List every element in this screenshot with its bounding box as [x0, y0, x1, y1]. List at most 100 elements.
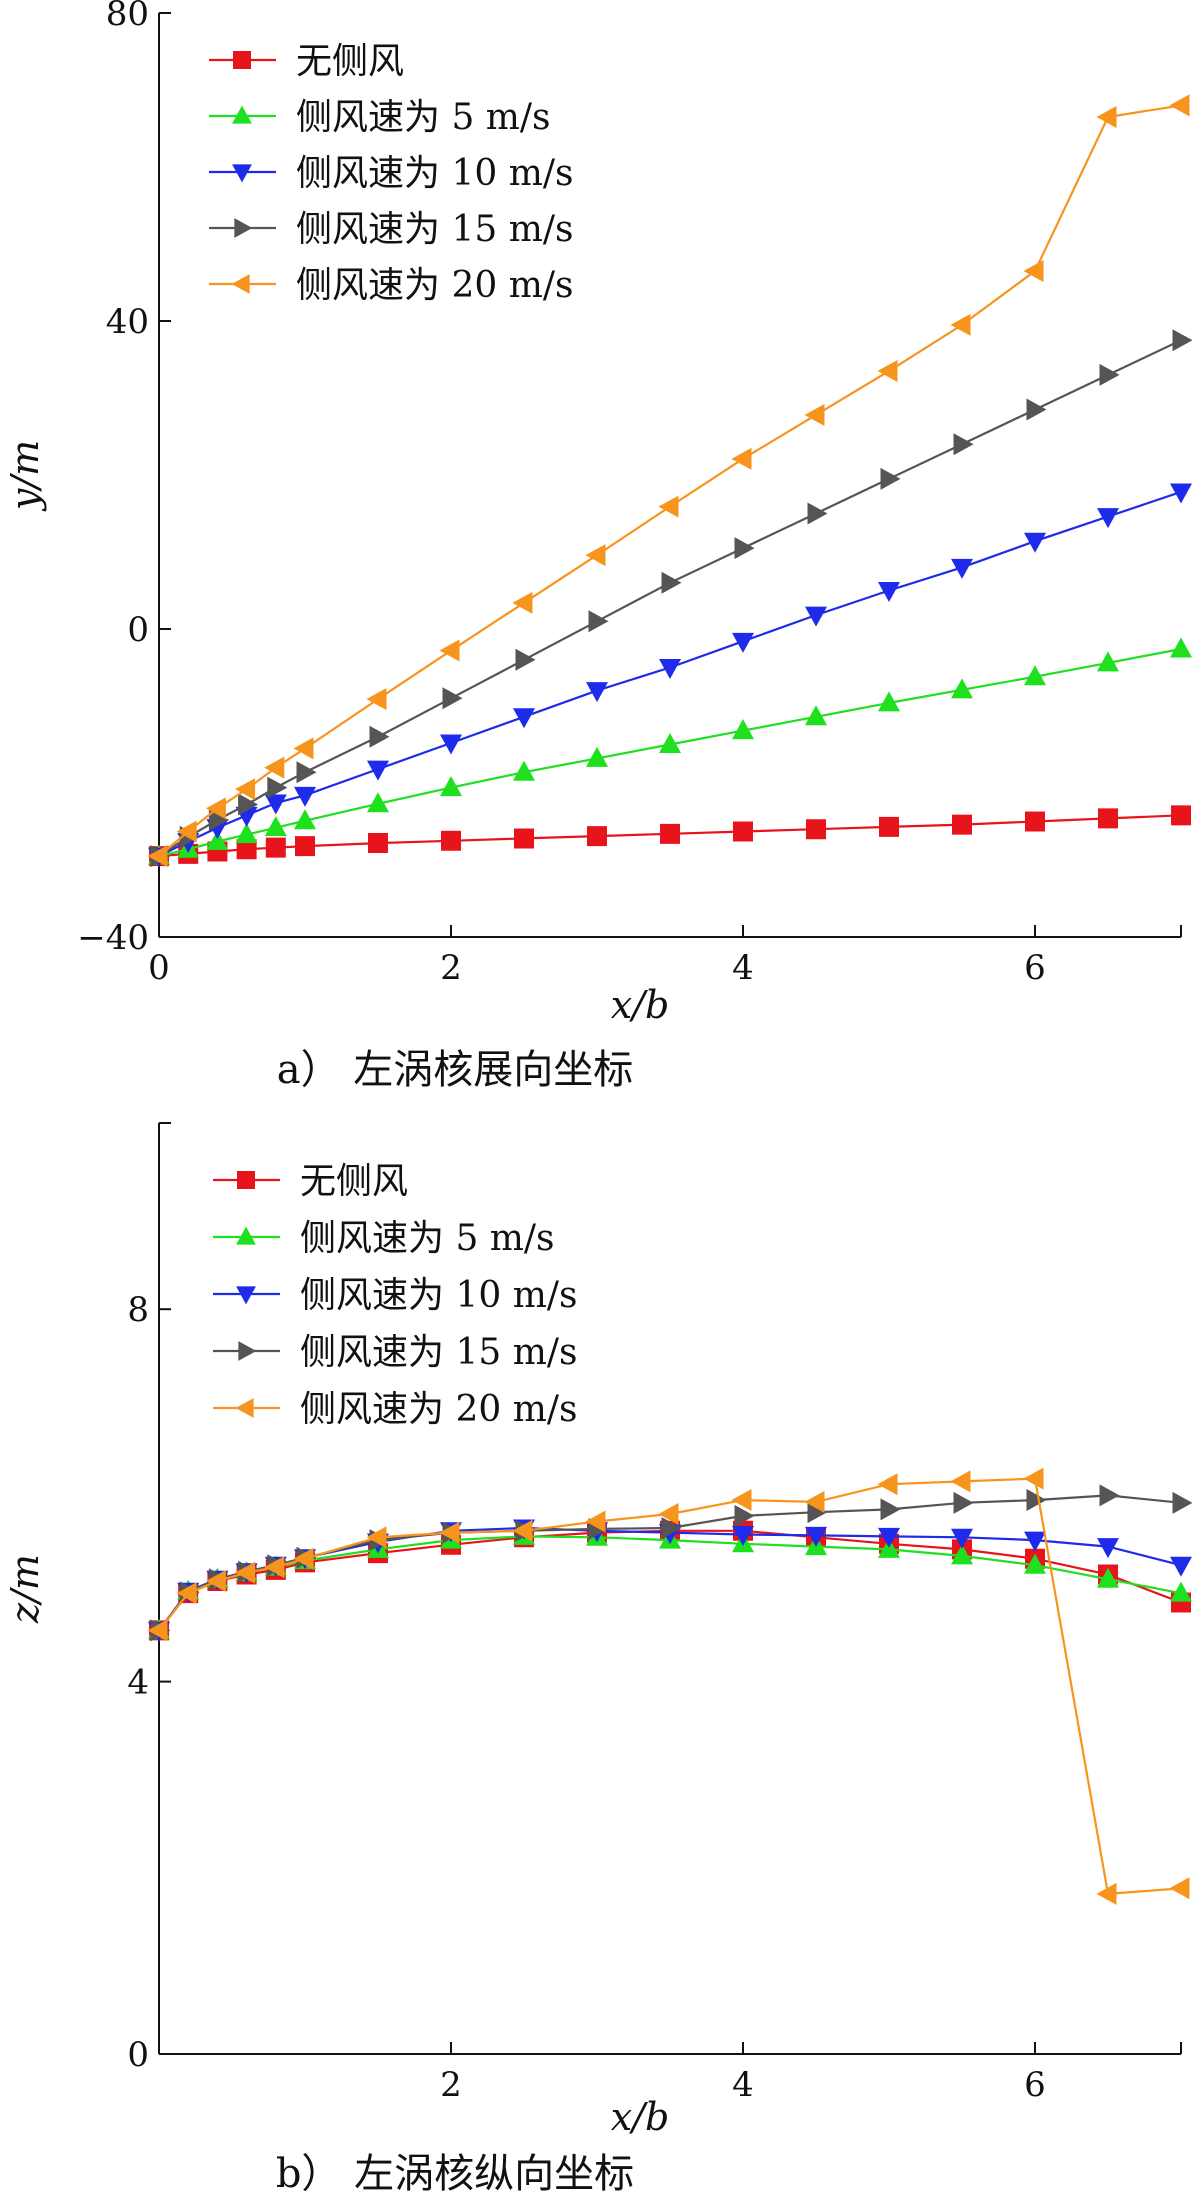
data-point: [369, 725, 390, 748]
y-tick-label: 4: [127, 1663, 149, 1703]
data-point: [733, 821, 753, 842]
data-point: [732, 1526, 754, 1547]
data-point: [513, 708, 535, 729]
data-point: [951, 678, 973, 699]
data-point: [587, 826, 607, 847]
legend-label: 侧风速为 20 m/s: [300, 1389, 577, 1430]
data-point: [805, 1526, 827, 1547]
x-axis-label: x/b: [611, 2095, 670, 2139]
data-point: [805, 705, 827, 726]
data-point: [951, 558, 973, 579]
data-point: [1097, 1567, 1119, 1588]
data-point: [658, 1503, 679, 1526]
data-point: [806, 819, 826, 840]
data-point: [951, 1528, 973, 1549]
data-point: [1096, 1882, 1117, 1905]
data-point: [1097, 1538, 1119, 1559]
y-tick-label: 80: [106, 0, 149, 34]
data-point: [512, 1519, 533, 1542]
data-point: [267, 776, 288, 799]
data-point: [439, 639, 460, 662]
legend-label: 侧风速为 15 m/s: [296, 209, 573, 250]
data-point: [878, 582, 900, 602]
legend-label: 无侧风: [296, 41, 404, 82]
legend-label: 侧风速为 5 m/s: [296, 97, 551, 138]
data-point: [264, 756, 285, 779]
legend-marker: [233, 51, 251, 69]
data-point: [1169, 1877, 1190, 1900]
data-point: [1024, 1553, 1046, 1574]
data-point: [588, 610, 609, 633]
legend-label: 侧风速为 15 m/s: [300, 1332, 577, 1373]
data-point: [878, 1527, 900, 1548]
x-tick-label: 2: [440, 2065, 462, 2105]
x-tick-label: 0: [148, 948, 170, 988]
data-point: [953, 1491, 974, 1514]
data-point: [950, 313, 971, 336]
data-point: [294, 809, 316, 830]
legend-marker: [236, 1286, 256, 1305]
data-point: [950, 1470, 971, 1493]
data-point: [1170, 483, 1192, 504]
data-point: [238, 793, 259, 816]
legend-marker: [235, 1398, 254, 1418]
data-point: [1099, 1484, 1120, 1507]
series-3: [150, 329, 1193, 868]
legend-label: 侧风速为 10 m/s: [300, 1275, 577, 1316]
data-point: [732, 719, 754, 740]
data-point: [235, 823, 258, 844]
legend-marker: [238, 1341, 257, 1361]
data-point: [236, 839, 257, 860]
data-point: [878, 1537, 900, 1558]
data-point: [804, 1490, 825, 1513]
data-point: [441, 830, 461, 851]
data-point: [1170, 1556, 1192, 1577]
x-tick-label: 6: [1024, 2065, 1046, 2105]
panel-a-caption: a） 左涡核展向坐标: [277, 1047, 634, 1093]
x-axis-label: x/b: [611, 983, 670, 1027]
data-point: [235, 1561, 256, 1584]
data-point: [658, 495, 679, 518]
data-point: [951, 1544, 973, 1565]
data-point: [877, 1473, 898, 1496]
data-point: [367, 760, 389, 781]
data-point: [1097, 651, 1119, 672]
data-point: [265, 837, 286, 858]
series-2: [148, 1519, 1192, 1642]
legend-label: 侧风速为 10 m/s: [296, 153, 573, 194]
data-point: [585, 544, 606, 567]
data-point: [1096, 105, 1117, 128]
data-point: [1169, 94, 1190, 117]
data-point: [880, 1498, 901, 1521]
data-point: [1098, 808, 1118, 829]
data-point: [807, 1501, 828, 1524]
y-axis-label: y/m: [3, 440, 47, 512]
data-point: [176, 820, 197, 843]
x-tick-label: 6: [1024, 948, 1046, 988]
data-point: [264, 1556, 285, 1579]
x-tick-label: 4: [732, 2065, 754, 2105]
data-point: [661, 1516, 682, 1539]
data-point: [880, 467, 901, 490]
data-point: [440, 734, 462, 755]
data-point: [731, 1489, 752, 1512]
data-point: [1026, 398, 1047, 421]
data-point: [1099, 363, 1120, 386]
data-point: [805, 606, 827, 627]
legend-marker: [237, 1171, 255, 1189]
legend-marker: [236, 1226, 256, 1245]
data-point: [1171, 805, 1191, 826]
data-point: [585, 1510, 606, 1533]
data-point: [208, 808, 229, 831]
series-4: [147, 94, 1190, 868]
data-point: [1170, 637, 1192, 658]
data-point: [147, 845, 168, 868]
panel-b-caption: b） 左涡核纵向坐标: [276, 2151, 634, 2197]
data-point: [176, 1582, 197, 1605]
data-point: [366, 1526, 387, 1549]
data-point: [368, 833, 388, 854]
series-4: [147, 1467, 1190, 1905]
